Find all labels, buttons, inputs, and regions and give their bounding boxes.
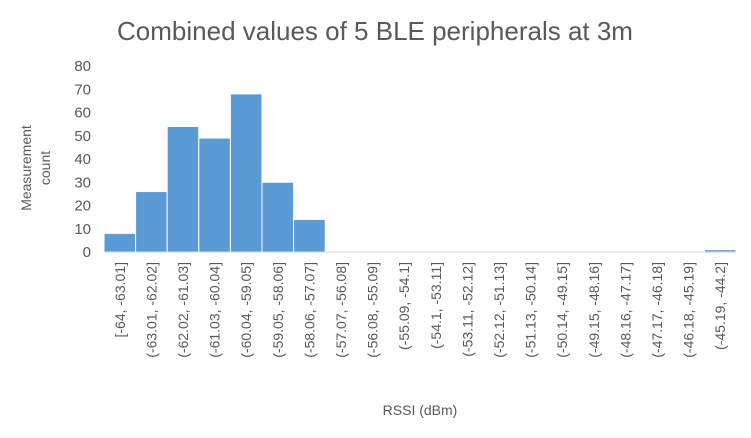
- bar-0: [103, 232, 137, 253]
- y-ticks-group: 0 10 20 30 40 50 60 70 80: [74, 58, 91, 261]
- x-tick-label-4: (-60.04, -59.05]: [238, 262, 254, 358]
- x-tick-label-6: (-58.06, -57.07]: [301, 262, 317, 358]
- bar-5: [261, 181, 295, 253]
- x-tick-label-8: (-56.08, -55.09]: [365, 262, 381, 358]
- y-tick-label-1: 10: [74, 221, 91, 238]
- bar-3: [198, 137, 231, 253]
- bar-1: [135, 191, 168, 253]
- x-tick-label-18: (-46.18, -45.19]: [681, 262, 697, 358]
- x-tick-label-3: (-61.03, -60.04]: [207, 262, 223, 358]
- y-axis-label-line-2: count: [37, 151, 53, 185]
- chart-title: Combined values of 5 BLE peripherals at …: [117, 16, 633, 46]
- bar-6: [293, 218, 326, 253]
- x-tick-label-1: (-63.01, -62.02]: [143, 262, 159, 358]
- x-tick-label-0: [-64, -63.01]: [112, 262, 128, 338]
- x-tick-label-13: (-51.13, -50.14]: [523, 262, 539, 358]
- y-axis-label-line-1: Measurement: [18, 125, 34, 211]
- x-tick-label-16: (-48.16, -47.17]: [617, 262, 633, 358]
- x-tick-label-19: (-45.19, -44.2]: [712, 262, 728, 350]
- y-tick-label-8: 80: [74, 58, 91, 75]
- y-tick-label-5: 50: [74, 128, 91, 145]
- x-tick-label-2: (-62.02, -61.03]: [175, 262, 191, 358]
- x-tick-label-10: (-54.1, -53.11]: [428, 262, 444, 349]
- x-tick-label-11: (-53.11, -52.12]: [459, 262, 475, 357]
- x-tick-label-7: (-57.07, -56.08]: [333, 262, 349, 358]
- y-tick-label-0: 0: [83, 244, 91, 261]
- y-tick-label-2: 20: [74, 198, 91, 215]
- x-tick-label-15: (-49.15, -48.16]: [586, 262, 602, 358]
- y-tick-label-7: 70: [74, 81, 91, 98]
- x-tick-label-12: (-52.12, -51.13]: [491, 262, 507, 358]
- bar-2: [166, 125, 200, 253]
- x-tick-label-17: (-47.17, -46.18]: [649, 262, 665, 358]
- x-tick-label-5: (-59.05, -58.06]: [270, 262, 286, 358]
- bar-4: [229, 93, 263, 253]
- x-tick-label-9: (-55.09, -54.1]: [396, 262, 412, 350]
- bars-group: [103, 93, 737, 253]
- x-axis-label: RSSI (dBm): [383, 402, 458, 418]
- x-ticks-group: [-64, -63.01] (-63.01, -62.02] (-62.02, -6…: [112, 262, 728, 358]
- y-tick-label-3: 30: [74, 174, 91, 191]
- y-tick-label-4: 40: [74, 151, 91, 168]
- y-tick-label-6: 60: [74, 105, 91, 122]
- x-tick-label-14: (-50.14, -49.15]: [554, 262, 570, 358]
